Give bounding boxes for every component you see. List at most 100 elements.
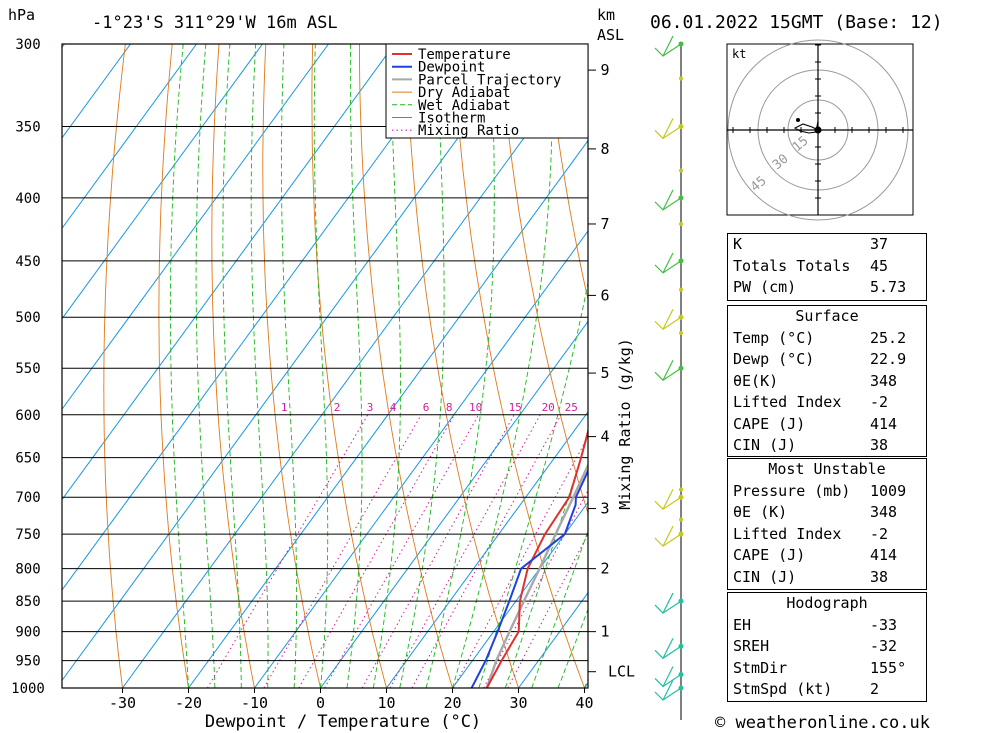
legend-label: Temperature <box>418 47 511 63</box>
axis-labels: 3003504004505005506006507007508008509009… <box>11 37 635 712</box>
surface-row: Temp (°C) 25.2 <box>733 328 907 347</box>
wind-barb-flag <box>662 525 674 547</box>
wind-barb-flag <box>662 488 674 510</box>
x-tick-label: 30 <box>509 694 527 712</box>
hodograph-title: Hodograph <box>786 594 868 612</box>
wind-barb-flag <box>662 638 674 659</box>
dewpoint-line <box>470 468 588 688</box>
surface-row: CAPE (J) 414 <box>733 414 898 433</box>
height-tick-label: 2 <box>600 560 609 578</box>
dry-adiabat-line <box>546 44 588 302</box>
pressure-tick-label: 1000 <box>11 681 45 697</box>
location-title: -1°23'S 311°29'W 16m ASL <box>92 13 338 33</box>
wind-dot <box>679 168 683 173</box>
pressure-tick-label: 450 <box>15 254 40 270</box>
isotherm-line <box>386 411 588 688</box>
wet-adiabat-line <box>452 44 554 688</box>
mixing-ratio-line <box>483 489 588 688</box>
legend-label: Wet Adiabat <box>418 98 511 114</box>
wind-barb <box>654 125 682 140</box>
datetime-title: 06.01.2022 15GMT (Base: 12) <box>650 12 943 33</box>
mixing-ratio-lines <box>206 414 588 688</box>
wind-barb-flag <box>662 592 674 614</box>
mixing-ratio-label: 1 <box>281 401 288 414</box>
wind-barbs <box>654 35 684 720</box>
hodo-row: EH -33 <box>733 615 898 634</box>
mixing-ratio-line <box>324 414 480 688</box>
hodograph-unit: kt <box>732 47 746 61</box>
pressure-tick-label: 700 <box>15 490 40 506</box>
pressure-tick-label: 350 <box>15 119 40 135</box>
lcl-label: LCL <box>608 663 635 681</box>
wet-adiabat-line <box>531 529 588 688</box>
wind-barb-flag <box>662 666 674 687</box>
hodograph-point <box>796 118 800 122</box>
mu-row: CAPE (J) 414 <box>733 546 898 564</box>
wind-barb-flag <box>662 118 674 139</box>
isotherm-line <box>62 44 527 682</box>
x-tick-label: 10 <box>377 694 395 712</box>
most-unstable-table: Most Unstable Pressure (mb) 1009 θE (K) 34… <box>727 458 927 590</box>
most-unstable-title: Most Unstable <box>768 460 886 478</box>
wet-adiabat-line <box>250 44 269 688</box>
x-tick-label: -10 <box>241 694 268 712</box>
mixing-ratio-label: 15 <box>509 401 522 414</box>
plot-frame <box>61 43 589 689</box>
isotherm-line <box>320 320 588 688</box>
isotherm-line <box>62 44 197 230</box>
legend-label: Isotherm <box>418 111 485 127</box>
dry-adiabat-line <box>103 44 126 688</box>
pressure-tick-label: 650 <box>15 451 40 467</box>
isotherm-line <box>254 230 588 688</box>
pressure-tick-label: 750 <box>15 527 40 543</box>
pressure-tick-label: 900 <box>15 625 40 641</box>
mixing-ratio-line <box>507 533 588 688</box>
x-axis-label: Dewpoint / Temperature (°C) <box>205 712 481 732</box>
pressure-tick-label: 800 <box>15 562 40 578</box>
mixing-ratio-label: 20 <box>542 401 555 414</box>
hodo-row: StmDir 155° <box>733 658 907 677</box>
mixing-ratio-label: 8 <box>446 401 453 414</box>
wind-barb-flag <box>662 679 674 701</box>
wet-adiabat-line <box>195 44 216 688</box>
mixing-ratio-label: 25 <box>565 401 578 414</box>
mu-row: Lifted Index -2 <box>733 524 889 543</box>
dry-adiabat-line <box>158 44 189 688</box>
height-unit-km: km <box>597 6 615 24</box>
x-tick-label: -30 <box>109 694 136 712</box>
wind-barb-flag <box>662 308 674 330</box>
hodo-row: SREH -32 <box>733 637 898 655</box>
wet-adiabat-line <box>313 44 329 688</box>
dry-adiabat-line <box>921 44 1000 688</box>
x-tick-label: 40 <box>575 694 593 712</box>
height-tick-label: 6 <box>600 286 609 304</box>
surface-row: Lifted Index -2 <box>733 393 889 411</box>
legend-label: Dewpoint <box>418 60 485 76</box>
temperature-line <box>485 427 588 688</box>
index-row: Totals Totals 45 <box>733 256 889 275</box>
wind-dot <box>679 221 683 226</box>
mixing-ratio-line <box>206 414 369 688</box>
profile-series <box>470 427 588 688</box>
mixing-ratio-axis-label: Mixing Ratio (g/kg) <box>616 338 634 510</box>
wet-adiabat-line <box>346 44 363 688</box>
hodograph-storm-marker <box>814 126 822 134</box>
wind-dot <box>679 487 683 492</box>
x-tick-label: -20 <box>175 694 202 712</box>
surface-title: Surface <box>795 307 859 325</box>
wind-dot <box>679 76 683 81</box>
mixing-ratio-label: 6 <box>423 401 430 414</box>
surface-table: Surface Temp (°C) 25.2 Dewp (°C) 22.9 θE(K… <box>727 305 927 457</box>
x-tick-label: 0 <box>316 694 325 712</box>
isotherm-line <box>122 49 588 688</box>
surface-row: θE(K) 348 <box>733 371 898 390</box>
pressure-tick-label: 550 <box>15 361 40 377</box>
wind-dot <box>679 287 683 292</box>
hodograph-table: Hodograph EH -33 SREH -32 StmDir 155° StmSp… <box>727 592 927 702</box>
surface-row: CIN (J) 38 <box>733 436 889 454</box>
hodo-row: StmSpd (kt) 2 <box>733 680 880 698</box>
pressure-tick-label: 300 <box>15 37 40 53</box>
copyright[interactable]: © weatheronline.co.uk <box>715 713 930 733</box>
